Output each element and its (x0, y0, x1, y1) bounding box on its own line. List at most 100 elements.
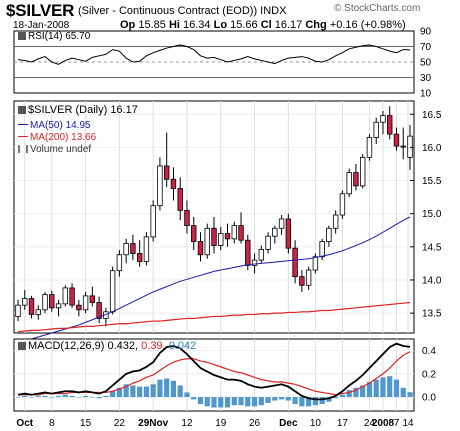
macd-x-tick-label: Oct (16, 418, 33, 429)
candle-down (76, 304, 82, 311)
candle-up (218, 233, 224, 246)
candle-down (224, 233, 231, 240)
candle-up (373, 121, 379, 138)
ma-legend: MA(50) 14.95 MA(200) 13.66 Volume undef (18, 120, 96, 156)
price-legend: $SILVER (Daily) 16.17 (18, 104, 138, 116)
macd-histogram-bar (191, 397, 197, 400)
macd-x-tick-label: 22 (114, 418, 126, 429)
candle-down (177, 188, 183, 211)
price-tick-label: 14.5 (422, 242, 442, 253)
candle-up (109, 270, 116, 313)
macd-histogram-bar (82, 395, 89, 398)
macd-histogram-bar (157, 379, 163, 398)
macd-histogram-bar (22, 395, 28, 398)
macd-x-tick-label: 17 (337, 418, 349, 429)
candle-down (197, 241, 204, 256)
macd-histogram-bar (360, 385, 366, 398)
candle-up (42, 294, 48, 311)
macd-legend-swatch (18, 342, 26, 350)
macd-histogram-bar (150, 384, 156, 398)
candle-up (150, 205, 156, 238)
price-tick-label: 14.0 (422, 275, 442, 286)
candle-down (96, 302, 102, 319)
candle-down (191, 225, 197, 242)
candle-down (285, 218, 292, 249)
candle-down (211, 227, 217, 246)
candle-down (69, 287, 75, 306)
ma200-legend-label: MA(200) (30, 132, 69, 143)
macd-histogram-bar (366, 381, 373, 398)
price-tick-label: 16.5 (422, 110, 442, 121)
histogram-legend-value: 0.042 (168, 340, 197, 352)
candle-down (353, 172, 359, 187)
macd-x-tick-label: 8 (49, 418, 55, 429)
candle-down (393, 133, 400, 147)
candle-up (55, 303, 62, 309)
rsi-tick-label: 30 (420, 73, 432, 84)
macd-histogram-bar (177, 385, 183, 398)
macd-histogram-bar (197, 397, 204, 405)
macd-histogram-bar (103, 395, 109, 398)
rsi-tick-label: 90 (420, 27, 432, 38)
candle-down (292, 247, 298, 278)
ma200-legend-item: MA(200) 13.66 (18, 132, 96, 144)
low-label: Lo (213, 19, 228, 31)
close-value: 16.17 (274, 19, 303, 31)
macd-histogram-bar (272, 397, 278, 401)
candle-down (130, 243, 136, 254)
macd-histogram-bar (258, 397, 264, 406)
rsi-line (17, 44, 411, 65)
candle-down (184, 209, 190, 227)
macd-histogram-bar (238, 397, 244, 406)
macd-histogram-bar (339, 394, 346, 398)
macd-histogram-bar (76, 397, 82, 398)
price-panel: 13.514.014.515.015.516.016.5 Oct8152229N… (13, 100, 442, 349)
candle-down (400, 145, 406, 148)
macd-x-tick-label: 10 (310, 418, 322, 429)
macd-x-tick-label: 14 (402, 418, 414, 429)
macd-x-tick-label: Dec (279, 418, 298, 429)
candle-up (380, 115, 386, 123)
candle-up (62, 287, 69, 305)
macd-x-tick-label: 7 (394, 418, 400, 429)
macd-histogram-bar (184, 392, 190, 398)
candle-up (116, 254, 123, 272)
macd-legend: MACD(12,26,9) 0.432, 0.39, 0.042 (18, 340, 196, 352)
rsi-tick-label: 70 (420, 42, 432, 53)
high-label: Hi (168, 19, 180, 31)
price-legend-swatch (18, 106, 26, 114)
macd-histogram-bar (96, 397, 102, 399)
macd-histogram-bar (285, 397, 291, 401)
macd-histogram-bar (42, 395, 48, 398)
candle-up (265, 235, 271, 250)
macd-tick-label: 0.0 (422, 393, 436, 404)
macd-histogram-bar (400, 387, 406, 398)
macd-histogram-bar (130, 385, 136, 398)
candle-up (123, 243, 129, 256)
candle-down (299, 276, 305, 286)
change-label: Chg (305, 19, 327, 31)
macd-histogram-bar (278, 397, 285, 400)
rsi-title: RSI(14) 65.70 (28, 31, 91, 42)
candle-up (312, 256, 319, 271)
candle-up (366, 137, 373, 158)
candle-down (136, 253, 143, 262)
macd-histogram-bar (143, 386, 150, 398)
price-tick-label: 15.5 (422, 176, 442, 187)
candle-up (22, 298, 28, 306)
candle-up (339, 193, 346, 216)
macd-histogram-bar (218, 397, 224, 408)
macd-histogram-bar (380, 377, 386, 398)
candle-up (251, 259, 258, 266)
macd-histogram-bar (299, 397, 305, 407)
ma50-line (17, 216, 411, 344)
macd-x-tick-label: 24 (364, 418, 376, 429)
ma200-legend-value: 13.66 (71, 132, 97, 143)
ma50-legend-item: MA(50) 14.95 (18, 120, 96, 132)
candle-up (278, 218, 285, 229)
macd-legend-label: MACD(12,26,9) (28, 340, 105, 352)
quote-date: 18-Jan-2008 (13, 20, 70, 31)
macd-histogram-bar (15, 397, 21, 398)
macd-histogram-bar (89, 397, 95, 398)
